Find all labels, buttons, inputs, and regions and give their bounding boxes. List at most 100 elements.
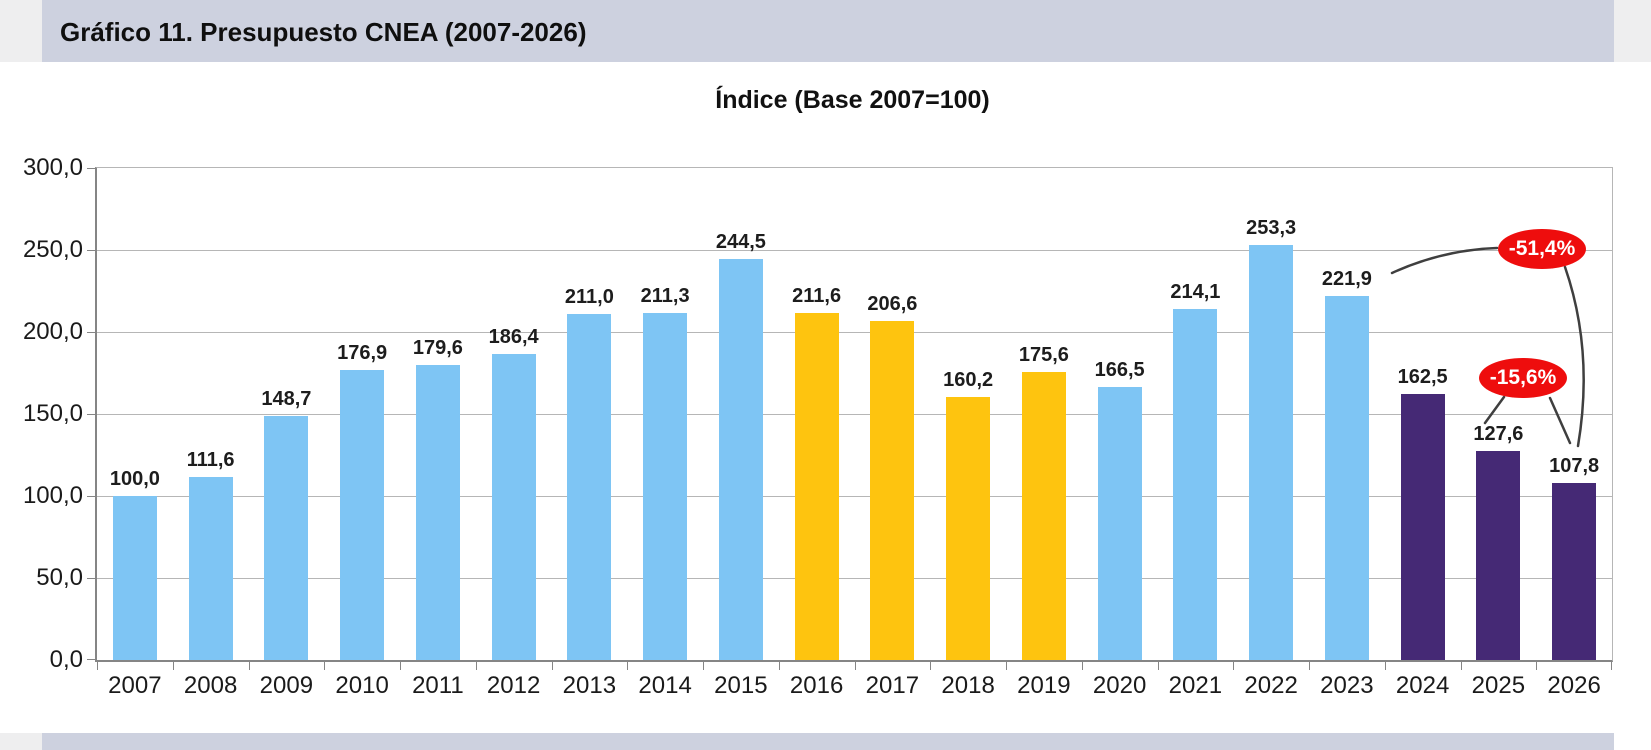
y-axis-tick-100,0 [87,496,97,497]
x-axis-label-2010: 2010 [335,672,389,699]
bar-value-label-2015: 244,5 [715,231,766,254]
bar-2022 [1249,244,1294,660]
x-axis-tick-18 [1460,660,1462,670]
x-axis-tick-0 [97,660,98,670]
x-axis-tick-20 [1611,660,1612,670]
x-axis-tick-13 [1081,660,1083,670]
annotation-badge-15-6: -15,6% [1479,358,1567,398]
bar-2026 [1552,483,1597,660]
bar-value-label-2024: 162,5 [1397,365,1448,388]
bar-2008 [188,476,233,660]
bar-2019 [1021,372,1066,660]
x-axis-label-2024: 2024 [1395,672,1450,699]
bar-2015 [718,259,763,660]
bar-value-label-2010: 176,9 [337,341,388,364]
gridline-50,0 [97,578,1612,579]
y-axis-tick-200,0 [87,332,97,333]
y-axis-label-100,0: 100,0 [22,482,83,509]
left-margin-strip-top [0,0,42,62]
x-axis-label-2020: 2020 [1092,672,1147,699]
x-axis-tick-10 [854,660,856,670]
annotation-badge-51-4: -51,4% [1498,229,1586,269]
x-axis-label-2023: 2023 [1320,672,1374,699]
y-axis-label-50,0: 50,0 [36,564,83,591]
x-axis-label-2011: 2011 [412,672,464,699]
bar-2016 [794,312,839,660]
annotation-badge-15-6-label: -15,6% [1489,366,1557,389]
bar-value-label-2020: 166,5 [1094,358,1145,381]
connector-badge-15-to-2026 [1548,396,1572,445]
x-axis-label-2017: 2017 [865,672,920,699]
x-axis-tick-1 [172,660,174,670]
bar-value-label-2022: 253,3 [1246,216,1297,239]
bar-value-label-2012: 186,4 [488,326,539,349]
connector-badge-51-to-2026 [1563,265,1585,448]
x-axis-tick-5 [475,660,477,670]
bar-2011 [415,365,460,660]
gridline-150,0 [97,414,1612,415]
x-axis-tick-3 [324,660,326,670]
x-axis-tick-8 [703,660,704,670]
y-axis-tick-300,0 [87,168,97,169]
x-axis-label-2007: 2007 [108,672,162,699]
bar-2023 [1324,296,1369,660]
x-axis-tick-14 [1157,660,1159,670]
annotation-badge-51-4-label: -51,4% [1508,237,1576,260]
x-axis-tick-7 [627,660,629,670]
x-axis-label-2014: 2014 [638,672,692,699]
bar-2013 [567,313,612,660]
y-axis-label-300,0: 300,0 [22,154,83,181]
x-axis-label-2008: 2008 [183,672,238,699]
bar-2007 [112,496,157,660]
bar-value-label-2014: 211,3 [640,285,690,308]
x-axis-tick-12 [1006,660,1007,670]
x-axis-tick-11 [930,660,932,670]
x-axis-tick-4 [400,660,401,670]
bar-value-label-2017: 206,6 [867,293,918,316]
bar-value-label-2026: 107,8 [1549,455,1600,478]
bar-2020 [1097,386,1142,660]
bar-value-label-2019: 175,6 [1018,344,1069,367]
bar-value-label-2016: 211,6 [792,284,842,307]
x-axis-tick-9 [778,660,780,670]
bar-value-label-2011: 179,6 [412,337,463,360]
bar-2017 [870,321,915,660]
bottom-band [42,733,1614,750]
connector-2023-to-badge-51 [1390,246,1499,275]
bar-value-label-2009: 148,7 [261,388,312,411]
x-axis-label-2013: 2013 [562,672,617,699]
gridline-200,0 [97,332,1612,333]
x-axis-tick-15 [1233,660,1235,670]
bar-value-label-2023: 221,9 [1321,268,1372,291]
y-axis-label-150,0: 150,0 [22,400,83,427]
plot-area: -51,4% -15,6% 0,0 50,0 100,0 150,0 200,0 250,… [23,154,1613,699]
bar-value-label-2021: 214,1 [1170,280,1221,303]
y-axis-tick-50,0 [87,578,97,579]
x-axis-tick-6 [551,660,553,670]
x-axis-tick-16 [1309,660,1310,670]
bar-value-label-2013: 211,0 [564,285,614,308]
x-axis-label-2009: 2009 [259,672,314,699]
x-axis-label-2018: 2018 [941,672,995,699]
x-axis-label-2021: 2021 [1168,672,1223,699]
chart-header-band: Gráfico 11. Presupuesto CNEA (2007-2026) [42,0,1614,62]
y-axis-label-200,0: 200,0 [22,318,83,345]
x-axis-label-2025: 2025 [1471,672,1526,699]
x-axis-label-2022: 2022 [1244,672,1298,699]
x-axis-tick-2 [248,660,250,670]
chart-subtitle: Índice (Base 2007=100) [715,86,990,114]
chart-title: Gráfico 11. Presupuesto CNEA (2007-2026) [60,17,587,47]
y-axis-label-0,0: 0,0 [49,646,83,673]
x-axis-tick-19 [1536,660,1538,670]
y-axis-tick-0,0 [87,659,97,660]
connector-2025-to-badge-15 [1483,395,1506,425]
x-axis-tick-17 [1384,660,1386,670]
x-axis-label-2026: 2026 [1547,672,1601,699]
bar-2021 [1173,308,1218,660]
bar-2025 [1476,450,1521,660]
y-axis-tick-250,0 [87,250,97,251]
bar-2009 [264,416,309,660]
bar-value-label-2007: 100,0 [109,468,160,490]
right-margin-strip-top [1614,0,1651,62]
